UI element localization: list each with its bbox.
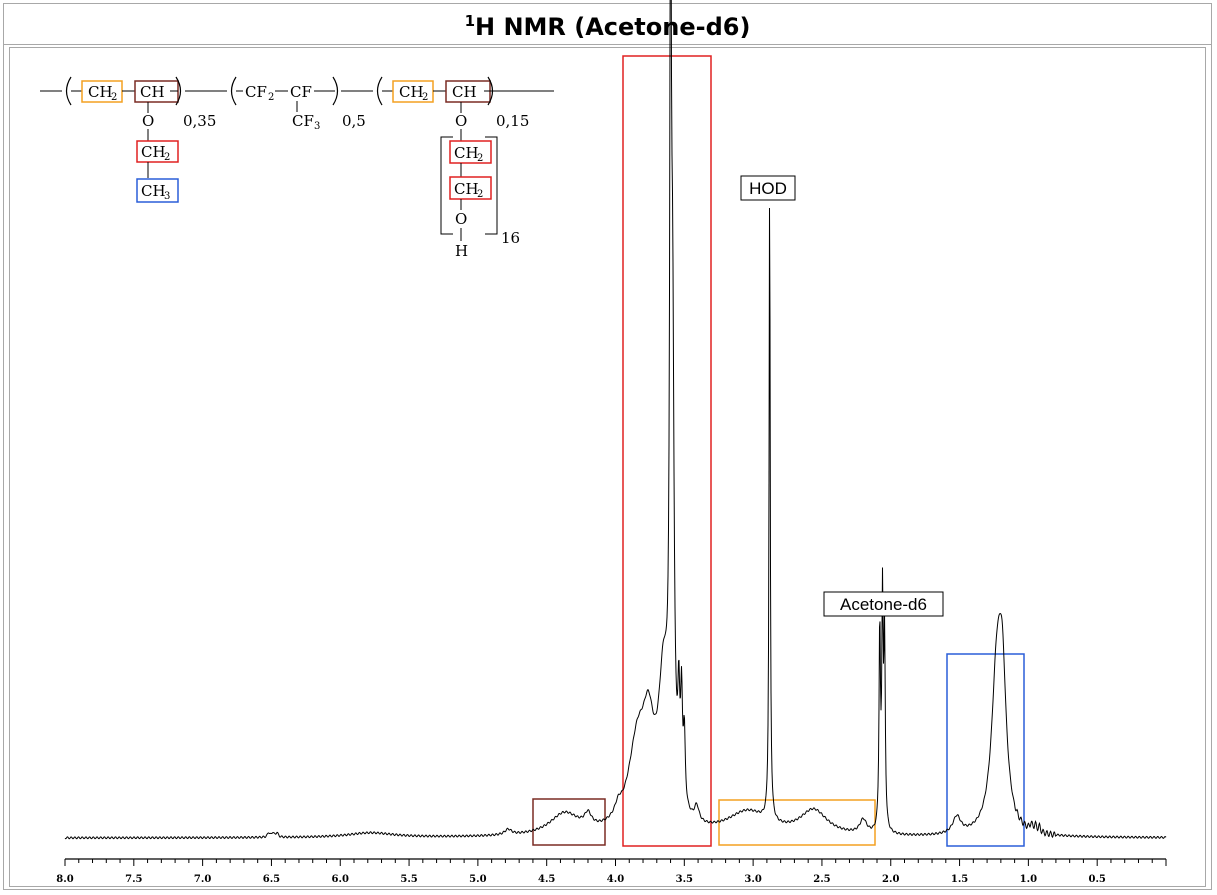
x-tick-label: 6.5 [263,874,280,885]
unit2-cf: CF [290,83,312,101]
unit3-side-ch2a-sub: 2 [477,153,483,164]
x-tick-label: 5.0 [469,874,486,885]
chart-title: 1H NMR (Acetone-d6) [4,12,1211,41]
unit3-ratio: 0,15 [496,112,529,130]
unit1-o: O [142,112,154,130]
unit2-cf3: CF [292,112,314,130]
unit2-cf3-sub: 3 [314,121,320,132]
x-tick-label: 1.5 [951,874,968,885]
region-box-ch3 [946,653,1025,847]
x-tick-label: 8.0 [56,874,73,885]
unit3-side-ch2a: CH [454,144,479,162]
figure-frame: 1H NMR (Acetone-d6) [3,3,1212,890]
title-bar: 1H NMR (Acetone-d6) [4,4,1211,45]
region-box-ch2 [718,799,876,846]
region-box-ch [532,798,606,846]
hod-annotation: HOD [740,175,796,201]
title-superscript: 1 [464,12,475,30]
x-tick-label: 1.0 [1020,874,1037,885]
unit3-repeat: 16 [501,229,520,247]
unit3-side-ch2b: CH [454,180,479,198]
unit1-ch2: CH [88,83,113,101]
unit2-ratio: 0,5 [342,112,366,130]
x-tick-label: 7.5 [125,874,142,885]
unit1-ratio: 0,35 [183,112,216,130]
unit2-cf2-sub: 2 [268,92,274,103]
acetone-label: Acetone-d6 [840,595,927,614]
unit1-ch2-sub: 2 [111,92,117,103]
unit3-ch2-sub: 2 [422,92,428,103]
x-tick-label: 7.0 [194,874,211,885]
x-tick-label: 5.5 [400,874,417,885]
x-tick-label: 3.5 [676,874,693,885]
x-axis-ticks [64,859,1167,866]
unit3-side-ch2b-sub: 2 [477,189,483,200]
unit3-side-o: O [455,210,467,228]
unit1-side-ch3: CH [141,182,166,200]
unit3-ch: CH [452,83,477,101]
unit2-cf2: CF [245,83,267,101]
unit1-side-ch2: CH [141,143,166,161]
title-text: H NMR (Acetone-d6) [475,13,751,41]
x-tick-label: 6.0 [332,874,349,885]
x-tick-label: 3.0 [744,874,761,885]
spectrum-line [64,0,1167,840]
unit3-o: O [455,112,467,130]
x-tick-label: 0.5 [1088,874,1105,885]
x-tick-label: 2.5 [813,874,830,885]
unit3-side-h: H [455,242,468,260]
unit1-side-ch3-sub: 3 [164,191,170,202]
unit1-ch: CH [140,83,165,101]
x-tick-label: 4.5 [538,874,555,885]
hod-label: HOD [749,179,787,198]
plot-panel [9,47,1206,887]
polymer-structure: CH 2 CH 0,35 O CH 2 CH 3 CF 2 CF CF 3 0,… [40,76,554,260]
unit3-ch2: CH [399,83,424,101]
region-box-och2 [622,55,712,847]
x-tick-label: 4.0 [607,874,624,885]
unit1-side-ch2-sub: 2 [164,152,170,163]
x-axis-tick-labels: 8.0 7.5 7.0 6.5 6.0 5.5 5.0 4.5 4.0 3.5 3.0 2.5 2.0 1… [56,874,1106,885]
acetone-annotation: Acetone-d6 [823,591,944,617]
x-tick-label: 2.0 [882,874,899,885]
